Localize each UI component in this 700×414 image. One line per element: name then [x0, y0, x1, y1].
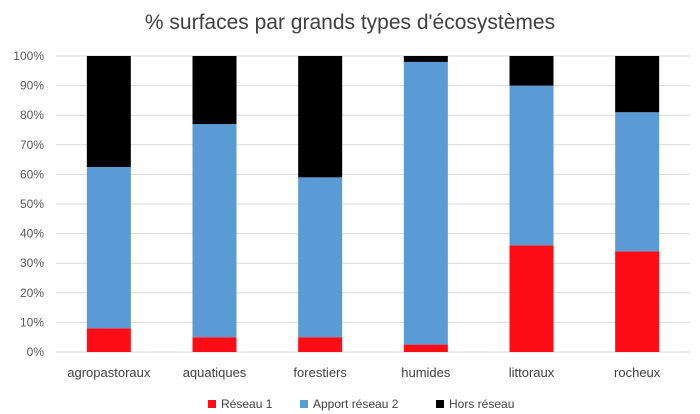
legend-swatch: [436, 400, 444, 408]
bar-segment: [298, 56, 343, 178]
bar-segment: [192, 124, 237, 338]
x-category-label: agropastoraux: [67, 365, 151, 380]
bar-segment: [86, 328, 131, 352]
legend-swatch: [300, 400, 308, 408]
y-tick-label: 10%: [20, 315, 44, 329]
bar-segment: [298, 337, 343, 352]
y-tick-label: 50%: [20, 197, 44, 211]
y-tick-label: 100%: [13, 49, 44, 63]
bar-segment: [86, 56, 131, 167]
legend-label: Hors réseau: [449, 397, 514, 411]
bar-segment: [615, 56, 660, 113]
bar-segment: [509, 56, 554, 86]
y-tick-label: 20%: [20, 286, 44, 300]
bar-segment: [403, 344, 448, 352]
y-tick-label: 60%: [20, 167, 44, 181]
x-category-label: littoraux: [509, 365, 555, 380]
bar-segment: [509, 85, 554, 246]
y-tick-label: 90%: [20, 79, 44, 93]
bar-segment: [192, 337, 237, 352]
y-tick-label: 40%: [20, 227, 44, 241]
bar-segment: [86, 167, 131, 329]
x-category-label: aquatiques: [183, 365, 247, 380]
y-tick-label: 70%: [20, 138, 44, 152]
legend-label: Apport réseau 2: [313, 397, 399, 411]
y-tick-label: 30%: [20, 256, 44, 270]
bar-segment: [403, 61, 448, 345]
x-category-label: humides: [401, 365, 451, 380]
bar-segment: [298, 177, 343, 338]
bar-segment: [403, 56, 448, 62]
x-category-label: forestiers: [293, 365, 347, 380]
bar-segment: [509, 245, 554, 352]
bar-segment: [192, 56, 237, 125]
y-tick-label: 0%: [27, 345, 45, 359]
x-category-label: rocheux: [614, 365, 661, 380]
legend-label: Réseau 1: [221, 397, 273, 411]
chart-title: % surfaces par grands types d'écosystème…: [145, 11, 555, 34]
y-tick-label: 80%: [20, 108, 44, 122]
legend-swatch: [208, 400, 216, 408]
bar-segment: [615, 251, 660, 352]
bar-segment: [615, 112, 660, 252]
